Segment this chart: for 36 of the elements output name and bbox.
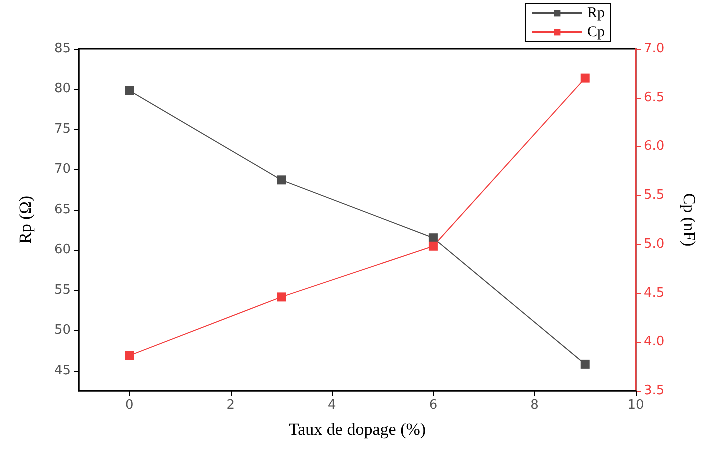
legend-label: Cp (587, 24, 606, 40)
y2-tick-label: 6.5 (644, 90, 665, 106)
point (428, 242, 438, 251)
y-tick-label: 45 (54, 363, 71, 378)
x-tick-label: 2 (226, 398, 236, 413)
y-tick-label: 80 (54, 82, 71, 97)
y-tick-label: 55 (54, 282, 71, 298)
y-tick-label: 65 (54, 202, 71, 218)
y-tick-label: 60 (54, 242, 71, 258)
y2-tick-label: 3.5 (644, 384, 665, 398)
x-tick-label: 4 (328, 398, 336, 413)
y2-tick-label: 6.0 (644, 139, 665, 154)
x-axis-title: Taux de dopage (%) (288, 420, 426, 439)
point (277, 292, 286, 302)
y-tick-label: 85 (54, 42, 71, 56)
point (580, 74, 590, 83)
point (277, 176, 286, 185)
y2-axis-title: Cp (nF) (680, 193, 699, 247)
y-tick-label: 75 (54, 122, 71, 137)
y-tick-label: 50 (54, 323, 71, 338)
point (125, 351, 134, 360)
point (580, 360, 590, 369)
x-tick-label: 8 (530, 398, 539, 413)
y2-tick-label: 5.0 (644, 236, 665, 252)
y-tick-label: 70 (54, 162, 71, 178)
x-tick-label: 6 (429, 398, 438, 413)
x-tick-label: 0 (125, 398, 134, 413)
legend-label: Rp (587, 6, 606, 22)
y2-tick-label: 4.5 (644, 286, 665, 301)
y2-tick-label: 4.0 (644, 334, 665, 350)
point (428, 234, 438, 243)
y2-tick-label: 7.0 (644, 42, 665, 56)
x-tick-label: 10 (628, 398, 644, 413)
point (125, 86, 134, 96)
y-axis-title: Rp (Ω) (16, 196, 35, 244)
y2-tick-label: 5.5 (644, 188, 665, 204)
